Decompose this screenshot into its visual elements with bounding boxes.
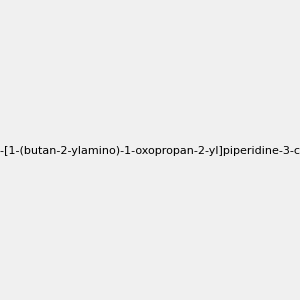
Text: 1-benzyl-N-[1-(butan-2-ylamino)-1-oxopropan-2-yl]piperidine-3-carboxamide: 1-benzyl-N-[1-(butan-2-ylamino)-1-oxopro… xyxy=(0,146,300,157)
